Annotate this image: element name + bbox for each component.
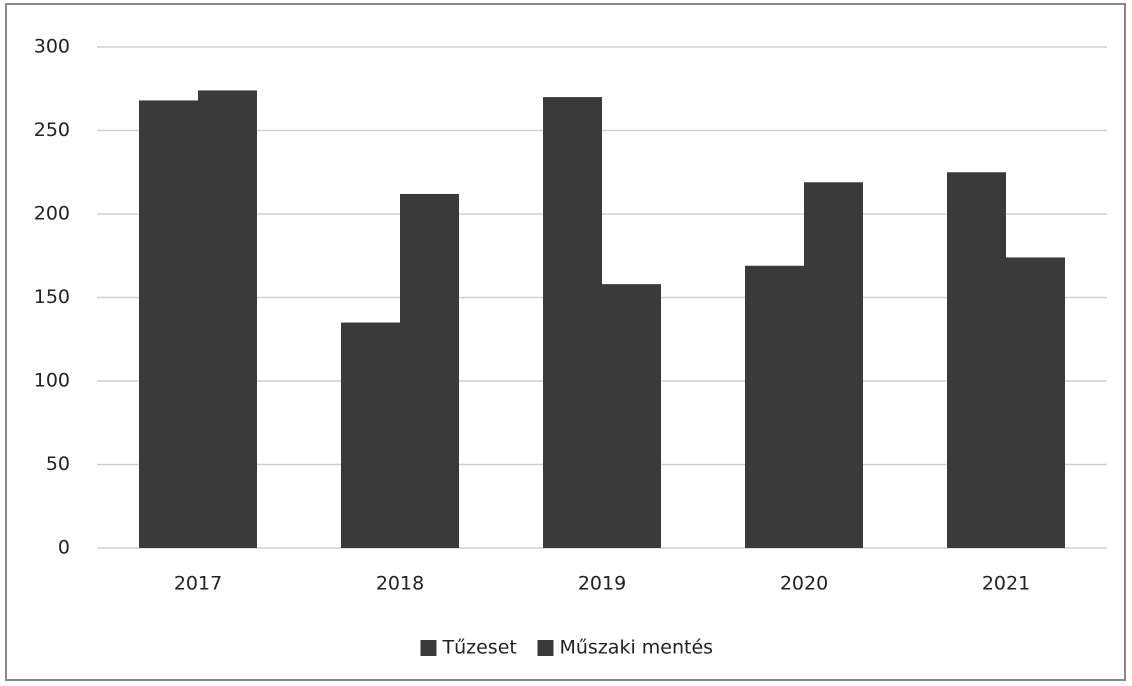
y-tick-label: 50	[46, 453, 70, 475]
bar	[947, 172, 1006, 548]
x-tick-label: 2019	[578, 573, 626, 595]
bar	[400, 193, 459, 548]
legend-swatch	[420, 640, 437, 656]
bar	[139, 100, 198, 548]
x-tick-label: 2018	[376, 573, 424, 595]
bar	[543, 97, 602, 548]
y-tick-label: 150	[34, 286, 70, 308]
x-tick-label: 2017	[174, 573, 222, 595]
x-tick-label: 2021	[982, 573, 1030, 595]
x-tick-label: 2020	[780, 573, 828, 595]
bar	[1006, 257, 1065, 548]
legend-label: Tűzeset	[442, 637, 517, 659]
y-tick-label: 100	[34, 370, 70, 392]
y-tick-label: 300	[34, 36, 70, 58]
bar	[804, 182, 863, 548]
legend-swatch	[537, 640, 554, 656]
legend-label: Műszaki mentés	[560, 637, 714, 659]
bar	[198, 90, 257, 549]
y-tick-label: 200	[34, 203, 70, 225]
bar	[602, 284, 661, 548]
bar	[341, 322, 400, 548]
y-tick-label: 250	[34, 119, 70, 141]
bar	[745, 265, 804, 548]
y-tick-label: 0	[58, 537, 70, 559]
